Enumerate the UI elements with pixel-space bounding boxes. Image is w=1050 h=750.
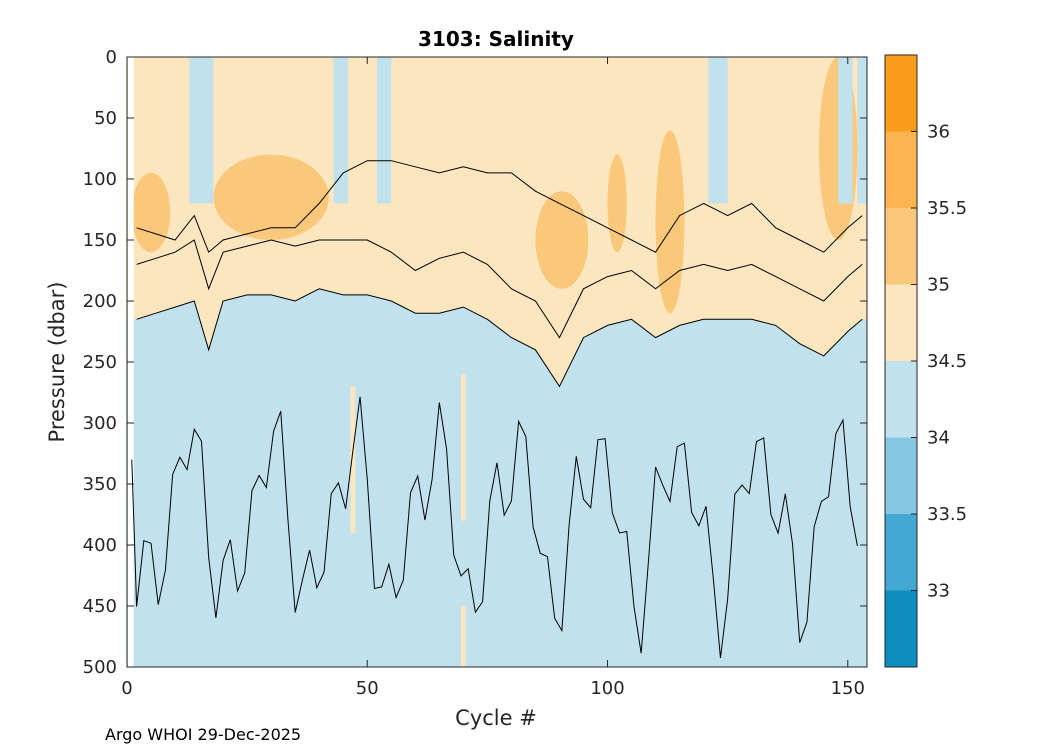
y-axis-label: Pressure (dbar) xyxy=(45,282,69,443)
x-axis-label: Cycle # xyxy=(455,706,537,730)
colorbar: 33 33.5 34 34.5 35 35.5 36 xyxy=(884,54,967,668)
x-tick-label: 50 xyxy=(356,678,379,699)
y-tick-label: 300 xyxy=(83,413,117,434)
fresh-column xyxy=(857,57,867,204)
salty-patch xyxy=(213,154,329,240)
colorbar-level xyxy=(885,590,917,667)
fresh-column xyxy=(189,57,214,204)
y-tick-label: 200 xyxy=(83,291,117,312)
chart-title: 3103: Salinity xyxy=(418,27,574,51)
contour-line-2 xyxy=(136,160,863,254)
colorbar-tick-label: 36 xyxy=(927,122,950,143)
fresh-column xyxy=(333,57,349,204)
deep-salty-lens xyxy=(460,374,466,521)
axes: 0 50 100 150 0 50 100 150 200 250 300 350 400 450 500 xyxy=(83,47,868,699)
y-tick-label: 250 xyxy=(83,352,117,373)
deep-salty-lens xyxy=(460,606,466,667)
colorbar-level xyxy=(885,131,917,208)
fresh-column xyxy=(838,57,853,204)
colorbar-tick-label: 35 xyxy=(927,275,950,296)
y-tick-label: 400 xyxy=(83,535,117,556)
y-tick-label: 500 xyxy=(83,657,117,678)
colorbar-level xyxy=(885,208,917,285)
colorbar-level xyxy=(885,437,917,514)
salty-patch xyxy=(655,130,685,314)
colorbar-tick-label: 33 xyxy=(927,581,950,602)
fresh-column xyxy=(708,57,728,204)
colorbar-tick-label: 33.5 xyxy=(927,504,967,525)
contour-lines xyxy=(131,160,863,658)
colorbar-tick-label: 35.5 xyxy=(927,198,967,219)
y-tick-label: 150 xyxy=(83,230,117,251)
deep-salty-lens xyxy=(350,386,356,533)
band-34.5-35.0-lower xyxy=(127,160,867,338)
colorbar-level xyxy=(885,284,917,361)
contour-line-deep xyxy=(131,396,858,658)
y-tick-label: 50 xyxy=(94,108,117,129)
contour-line-1 xyxy=(136,239,863,339)
y-tick-label: 100 xyxy=(83,169,117,190)
colorbar-level xyxy=(885,514,917,591)
colorbar-tick-label: 34.5 xyxy=(927,351,967,372)
fresh-column xyxy=(376,57,392,204)
contour-fills xyxy=(127,57,867,667)
salty-patch xyxy=(535,191,589,289)
y-tick-label: 0 xyxy=(106,47,117,68)
x-tick-label: 100 xyxy=(590,678,624,699)
colorbar-level xyxy=(885,55,917,132)
y-tick-label: 350 xyxy=(83,474,117,495)
salty-patch xyxy=(131,172,171,253)
y-tick-label: 450 xyxy=(83,596,117,617)
footer-credit: Argo WHOI 29-Dec-2025 xyxy=(105,725,302,744)
x-tick-label: 150 xyxy=(831,678,865,699)
contour-line-0 xyxy=(136,288,863,388)
colorbar-level xyxy=(885,361,917,438)
colorbar-tick-label: 34 xyxy=(927,428,950,449)
salty-patch xyxy=(607,154,627,253)
x-tick-label: 0 xyxy=(121,678,132,699)
